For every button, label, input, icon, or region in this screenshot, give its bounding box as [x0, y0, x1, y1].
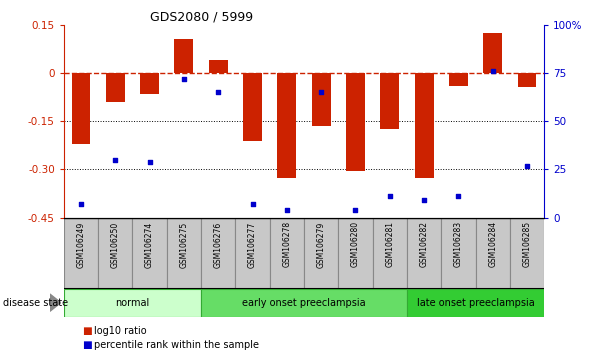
Bar — [415, 73, 434, 177]
Text: GSM106285: GSM106285 — [522, 221, 531, 267]
Text: GSM106276: GSM106276 — [214, 221, 223, 268]
Bar — [346, 73, 365, 171]
Bar — [106, 73, 125, 102]
Point — [454, 194, 463, 199]
Bar — [243, 73, 262, 141]
Bar — [517, 73, 536, 87]
Bar — [64, 218, 98, 289]
Bar — [98, 218, 133, 289]
Text: early onset preeclampsia: early onset preeclampsia — [242, 298, 366, 308]
Text: log10 ratio: log10 ratio — [94, 326, 147, 336]
Bar — [167, 218, 201, 289]
Point — [213, 90, 223, 95]
Bar — [270, 218, 304, 289]
Text: GSM106279: GSM106279 — [317, 221, 326, 268]
Bar — [449, 73, 468, 86]
Text: GSM106282: GSM106282 — [420, 221, 429, 267]
Point — [76, 201, 86, 207]
Point — [179, 76, 188, 82]
Bar — [140, 73, 159, 94]
Text: percentile rank within the sample: percentile rank within the sample — [94, 340, 259, 350]
Bar — [381, 73, 399, 129]
Text: GSM106281: GSM106281 — [385, 221, 394, 267]
Bar — [441, 218, 475, 289]
Bar — [72, 73, 91, 144]
Bar — [510, 218, 544, 289]
Text: ■: ■ — [82, 326, 92, 336]
Bar — [277, 73, 296, 177]
Bar — [201, 218, 235, 289]
Bar — [235, 218, 270, 289]
Text: GSM106280: GSM106280 — [351, 221, 360, 267]
Point — [488, 68, 497, 74]
Point — [282, 207, 292, 213]
Bar — [201, 289, 407, 317]
Text: GSM106274: GSM106274 — [145, 221, 154, 268]
Point — [351, 207, 361, 213]
Bar — [475, 218, 510, 289]
Bar — [407, 218, 441, 289]
Bar — [373, 218, 407, 289]
Point — [247, 201, 257, 207]
Bar — [312, 73, 331, 126]
Text: GDS2080 / 5999: GDS2080 / 5999 — [150, 11, 254, 24]
Point — [522, 163, 532, 169]
Point — [145, 159, 154, 165]
Polygon shape — [50, 294, 61, 312]
Text: late onset preeclampsia: late onset preeclampsia — [416, 298, 534, 308]
Text: GSM106277: GSM106277 — [248, 221, 257, 268]
Bar — [407, 289, 544, 317]
Point — [316, 90, 326, 95]
Bar — [483, 33, 502, 73]
Bar — [133, 218, 167, 289]
Point — [111, 157, 120, 163]
Bar — [304, 218, 338, 289]
Bar — [64, 289, 201, 317]
Text: GSM106249: GSM106249 — [77, 221, 86, 268]
Point — [419, 198, 429, 203]
Text: GSM106283: GSM106283 — [454, 221, 463, 267]
Text: GSM106278: GSM106278 — [282, 221, 291, 267]
Bar — [174, 39, 193, 73]
Text: GSM106284: GSM106284 — [488, 221, 497, 267]
Text: normal: normal — [116, 298, 150, 308]
Bar — [338, 218, 373, 289]
Bar — [209, 60, 227, 73]
Text: GSM106275: GSM106275 — [179, 221, 188, 268]
Text: ■: ■ — [82, 340, 92, 350]
Point — [385, 194, 395, 199]
Text: disease state: disease state — [3, 298, 68, 308]
Text: GSM106250: GSM106250 — [111, 221, 120, 268]
